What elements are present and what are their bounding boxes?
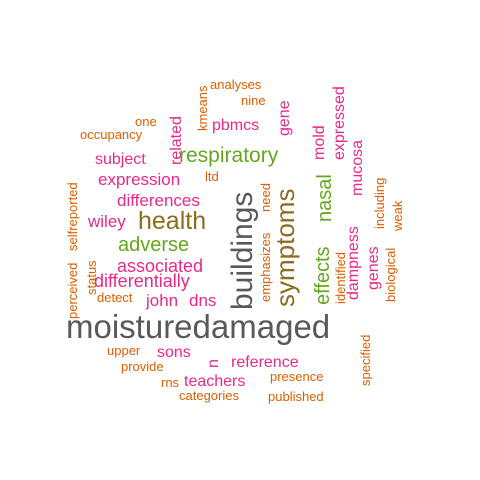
cloud-word-mucosa: mucosa	[349, 140, 366, 196]
cloud-word-nasal: nasal	[314, 174, 336, 222]
cloud-word-biological: biological	[383, 248, 398, 302]
cloud-word-dns: dns	[189, 291, 216, 310]
cloud-word-moisturedamaged: moisturedamaged	[66, 308, 330, 345]
cloud-word-respiratory: respiratory	[179, 144, 279, 167]
cloud-word-subject: subject	[95, 151, 146, 168]
cloud-word-related: related	[168, 116, 185, 165]
cloud-word-published: published	[268, 389, 324, 404]
cloud-word-health: health	[138, 207, 206, 235]
cloud-word-differentially: differentially	[94, 271, 190, 291]
cloud-word-upper: upper	[107, 343, 141, 358]
cloud-word-sons: sons	[157, 344, 191, 361]
cloud-word-selfreported: selfreported	[65, 182, 80, 251]
cloud-word-pbmcs: pbmcs	[212, 117, 259, 134]
cloud-word-presence: presence	[270, 369, 323, 384]
cloud-word-analyses: analyses	[210, 77, 262, 92]
cloud-word-expressed: expressed	[331, 86, 348, 160]
cloud-word-symptoms: symptoms	[270, 189, 300, 307]
cloud-word-provide: provide	[121, 359, 164, 374]
cloud-word-identified: identified	[333, 252, 348, 304]
cloud-word-nine: nine	[241, 93, 266, 108]
cloud-word-kmeans: kmeans	[195, 85, 210, 131]
cloud-word-reference: reference	[231, 354, 299, 371]
cloud-word-adverse: adverse	[118, 234, 189, 256]
cloud-word-teachers: teachers	[184, 373, 245, 390]
cloud-word-emphasizes: emphasizes	[258, 232, 273, 302]
cloud-word-need: need	[258, 183, 273, 212]
cloud-word-john: john	[145, 291, 178, 310]
cloud-word-n: n	[205, 359, 222, 368]
cloud-word-one: one	[135, 114, 157, 129]
cloud-word-status: status	[84, 260, 99, 295]
cloud-word-expression: expression	[98, 170, 180, 189]
cloud-word-gene: gene	[276, 100, 293, 136]
cloud-word-genes: genes	[365, 246, 382, 290]
cloud-word-effects: effects	[312, 246, 334, 305]
cloud-word-occupancy: occupancy	[80, 127, 143, 142]
cloud-word-detect: detect	[97, 290, 133, 305]
cloud-word-ltd: ltd	[205, 169, 219, 184]
cloud-word-wiley: wiley	[87, 212, 126, 231]
cloud-word-rns: rns	[161, 375, 180, 390]
cloud-word-differences: differences	[117, 191, 200, 210]
cloud-word-buildings: buildings	[226, 192, 259, 310]
cloud-word-mold: mold	[311, 125, 328, 160]
cloud-word-weak: weak	[390, 200, 405, 232]
cloud-word-including: including	[372, 178, 387, 229]
cloud-word-specified: specified	[358, 335, 373, 386]
cloud-word-dampness: dampness	[345, 226, 362, 300]
cloud-word-associated: associated	[117, 256, 203, 276]
cloud-word-categories: categories	[179, 388, 239, 403]
cloud-word-perceived: perceived	[65, 263, 80, 319]
